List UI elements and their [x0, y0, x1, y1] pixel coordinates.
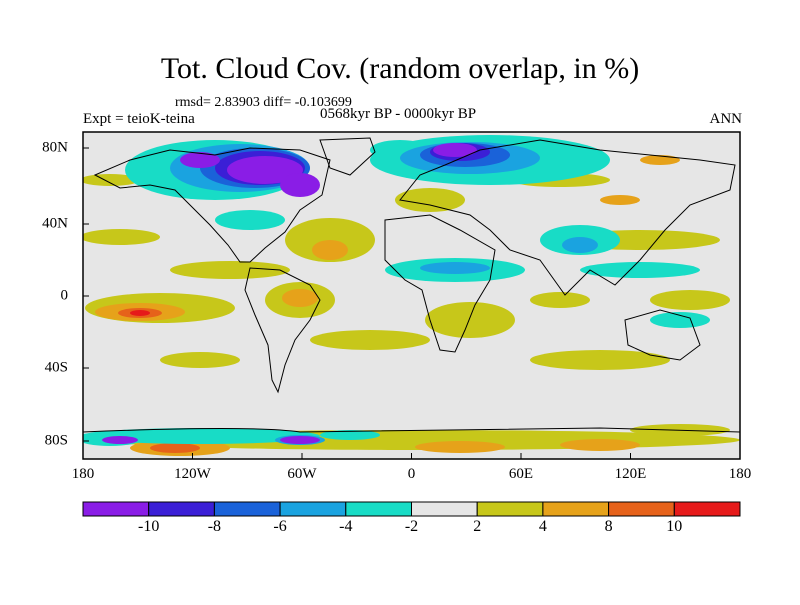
colorbar-swatch — [411, 501, 478, 517]
anomaly-red — [130, 310, 150, 316]
lon-tick-label: 0 — [407, 466, 416, 482]
lon-tick-label: 120E — [614, 466, 647, 482]
colorbar-swatch — [345, 501, 412, 517]
lat-tick-label: 40S — [44, 359, 68, 376]
colorbar-swatch — [279, 501, 347, 517]
colorbar-label: -6 — [273, 518, 287, 535]
colorbar-label: -4 — [339, 518, 353, 535]
map-title: Tot. Cloud Cov. (random overlap, in %) — [160, 52, 640, 85]
colorbar-swatch — [673, 501, 741, 517]
anomaly-fields — [83, 135, 740, 456]
colorbar-label: 2 — [473, 518, 482, 535]
colorbar — [82, 501, 741, 517]
experiment-label: Expt = teioK-teina — [83, 111, 195, 127]
tick-marks — [82, 147, 741, 459]
lon-tick-label: 60W — [287, 466, 317, 482]
colorbar-swatch — [476, 501, 544, 517]
colorbar-label: -8 — [207, 518, 222, 535]
colorbar-label: -10 — [138, 518, 160, 535]
colorbar-swatch — [82, 501, 150, 517]
season-label: ANN — [709, 111, 743, 127]
colorbar-swatch — [542, 501, 610, 517]
colorbar-label: -2 — [404, 518, 419, 535]
lon-tick-label: 120W — [174, 466, 211, 482]
coastlines — [83, 137, 740, 433]
lon-tick-label: 180 — [728, 466, 752, 482]
lon-tick-label: 180 — [71, 466, 95, 482]
colorbar-swatch — [213, 501, 281, 517]
lat-tick-label: 80N — [42, 139, 68, 156]
colorbar-label: 10 — [666, 518, 683, 535]
lat-tick-label: 80S — [44, 432, 68, 449]
anomaly-purple — [102, 143, 477, 444]
lat-tick-label: 40N — [42, 215, 68, 232]
lat-tick-label: 0 — [60, 287, 69, 304]
colorbar-label: 4 — [538, 518, 547, 535]
anomaly-orange — [95, 155, 680, 456]
colorbar-swatch — [608, 501, 675, 517]
stats-text: rmsd= 2.83903 diff= -0.103699 — [175, 95, 352, 110]
period-label: 0568kyr BP - 0000kyr BP — [320, 106, 477, 122]
colorbar-swatch — [148, 501, 215, 517]
colorbar-label: 8 — [604, 518, 613, 535]
lon-tick-label: 60E — [508, 466, 534, 482]
